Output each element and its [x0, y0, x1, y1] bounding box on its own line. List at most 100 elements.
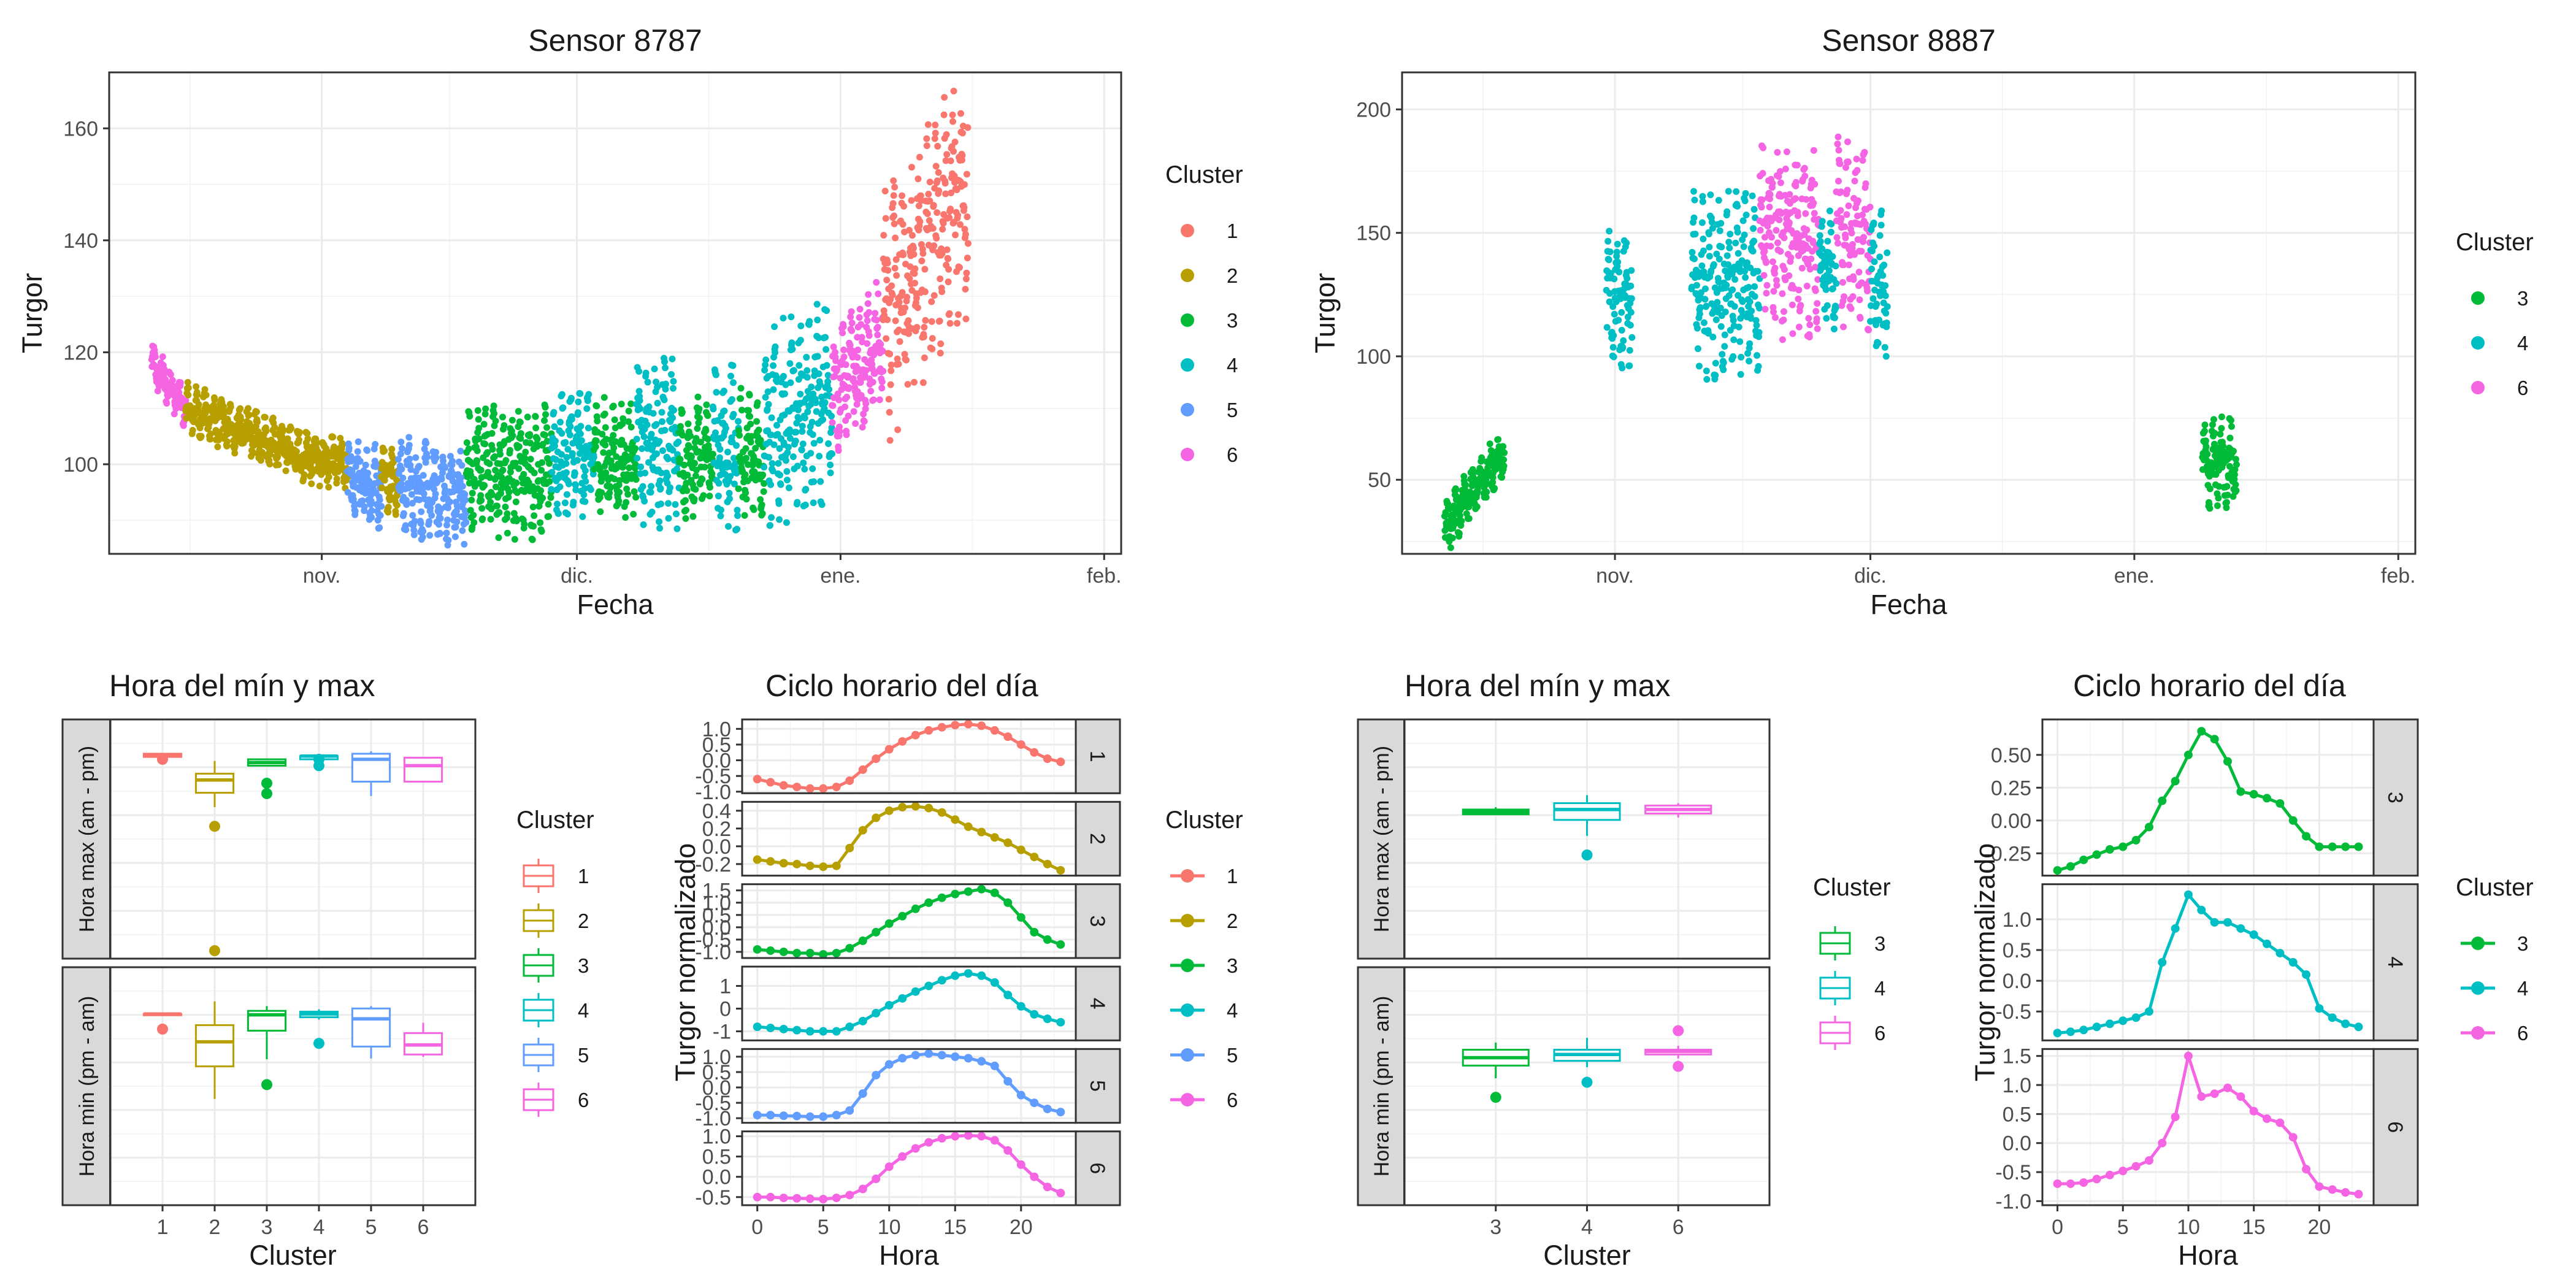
x-tick-label: nov.: [1596, 564, 1634, 588]
data-point: [1611, 310, 1618, 318]
series-point: [898, 737, 907, 746]
data-point: [1859, 211, 1866, 218]
data-point: [1776, 216, 1783, 223]
series-point: [964, 719, 973, 729]
data-point: [742, 445, 749, 452]
data-point: [696, 405, 703, 413]
data-point: [1841, 293, 1848, 301]
data-point: [1690, 188, 1697, 195]
data-point: [1746, 358, 1753, 365]
data-point: [475, 416, 482, 423]
data-point: [193, 383, 200, 390]
data-point: [802, 486, 810, 493]
series-point: [911, 1051, 920, 1060]
data-point: [1495, 435, 1502, 443]
data-point: [662, 364, 669, 372]
series-point: [884, 1060, 894, 1069]
data-point: [1770, 288, 1777, 295]
facet-strip-label: 3: [1086, 915, 1109, 927]
legend-label: 2: [1227, 910, 1238, 932]
data-point: [947, 157, 954, 164]
data-point: [420, 490, 427, 497]
legend-key-point: [2471, 937, 2485, 950]
x-tick-label: 4: [1581, 1216, 1593, 1239]
data-point: [964, 213, 971, 221]
data-point: [624, 491, 632, 498]
data-point: [475, 435, 483, 442]
series-point: [1056, 865, 1065, 875]
data-point: [378, 502, 385, 510]
series-line: [757, 972, 1061, 1033]
series-point: [845, 943, 854, 953]
data-point: [767, 481, 775, 488]
data-point: [2214, 502, 2221, 509]
data-point: [713, 389, 720, 396]
data-point: [491, 410, 498, 417]
series-point: [1016, 740, 1025, 749]
data-point: [930, 292, 938, 299]
data-point: [1455, 530, 1463, 537]
data-point: [864, 300, 872, 307]
data-point: [1862, 180, 1869, 188]
data-point: [886, 437, 894, 444]
data-point: [1792, 178, 1800, 186]
data-point: [1882, 353, 1890, 360]
data-point: [611, 416, 618, 423]
data-point: [936, 317, 943, 324]
data-point: [1884, 249, 1891, 256]
data-point: [511, 535, 518, 543]
series-point: [819, 784, 828, 793]
box-outlier: [209, 821, 220, 832]
series-point: [1016, 1091, 1025, 1100]
data-point: [487, 499, 494, 506]
data-point: [891, 183, 899, 191]
series-point: [951, 971, 960, 980]
data-point: [1628, 295, 1635, 302]
data-point: [683, 487, 691, 494]
data-point: [852, 420, 859, 427]
data-point: [911, 265, 919, 272]
data-point: [194, 391, 201, 399]
data-point: [275, 448, 282, 455]
y-axis-label: Turgor: [17, 273, 48, 353]
data-point: [177, 379, 184, 386]
data-point: [630, 510, 637, 518]
data-point: [771, 323, 778, 331]
data-point: [941, 94, 948, 101]
data-point: [462, 519, 470, 526]
y-tick-label: 1.5: [2003, 1045, 2031, 1068]
series-point: [779, 781, 788, 790]
data-point: [636, 397, 643, 404]
data-point: [1734, 202, 1741, 210]
series-point: [753, 775, 762, 784]
data-point: [839, 329, 846, 337]
series-point: [872, 927, 881, 937]
data-point: [1761, 305, 1769, 313]
data-point: [1876, 253, 1884, 261]
data-point: [313, 439, 321, 447]
data-point: [657, 485, 664, 492]
data-point: [563, 491, 570, 498]
legend-label: 5: [1227, 399, 1238, 421]
y-tick-label: -0.5: [695, 1186, 731, 1209]
data-point: [529, 536, 536, 543]
data-point: [163, 400, 171, 407]
data-point: [929, 345, 936, 353]
series-point: [2236, 924, 2245, 933]
legend-title: Cluster: [2456, 874, 2534, 901]
data-point: [2202, 443, 2210, 450]
box-outlier: [261, 1079, 272, 1091]
series-point: [1030, 1098, 1039, 1108]
data-point: [895, 361, 902, 368]
data-point: [1690, 214, 1698, 221]
data-point: [459, 527, 466, 534]
data-point: [2206, 505, 2214, 512]
data-point: [815, 370, 822, 377]
series-point: [2171, 776, 2180, 786]
series-point: [937, 723, 946, 732]
data-point: [945, 255, 952, 263]
data-point: [800, 459, 807, 467]
data-point: [865, 309, 873, 316]
data-point: [706, 493, 713, 500]
series-point: [779, 1111, 788, 1121]
